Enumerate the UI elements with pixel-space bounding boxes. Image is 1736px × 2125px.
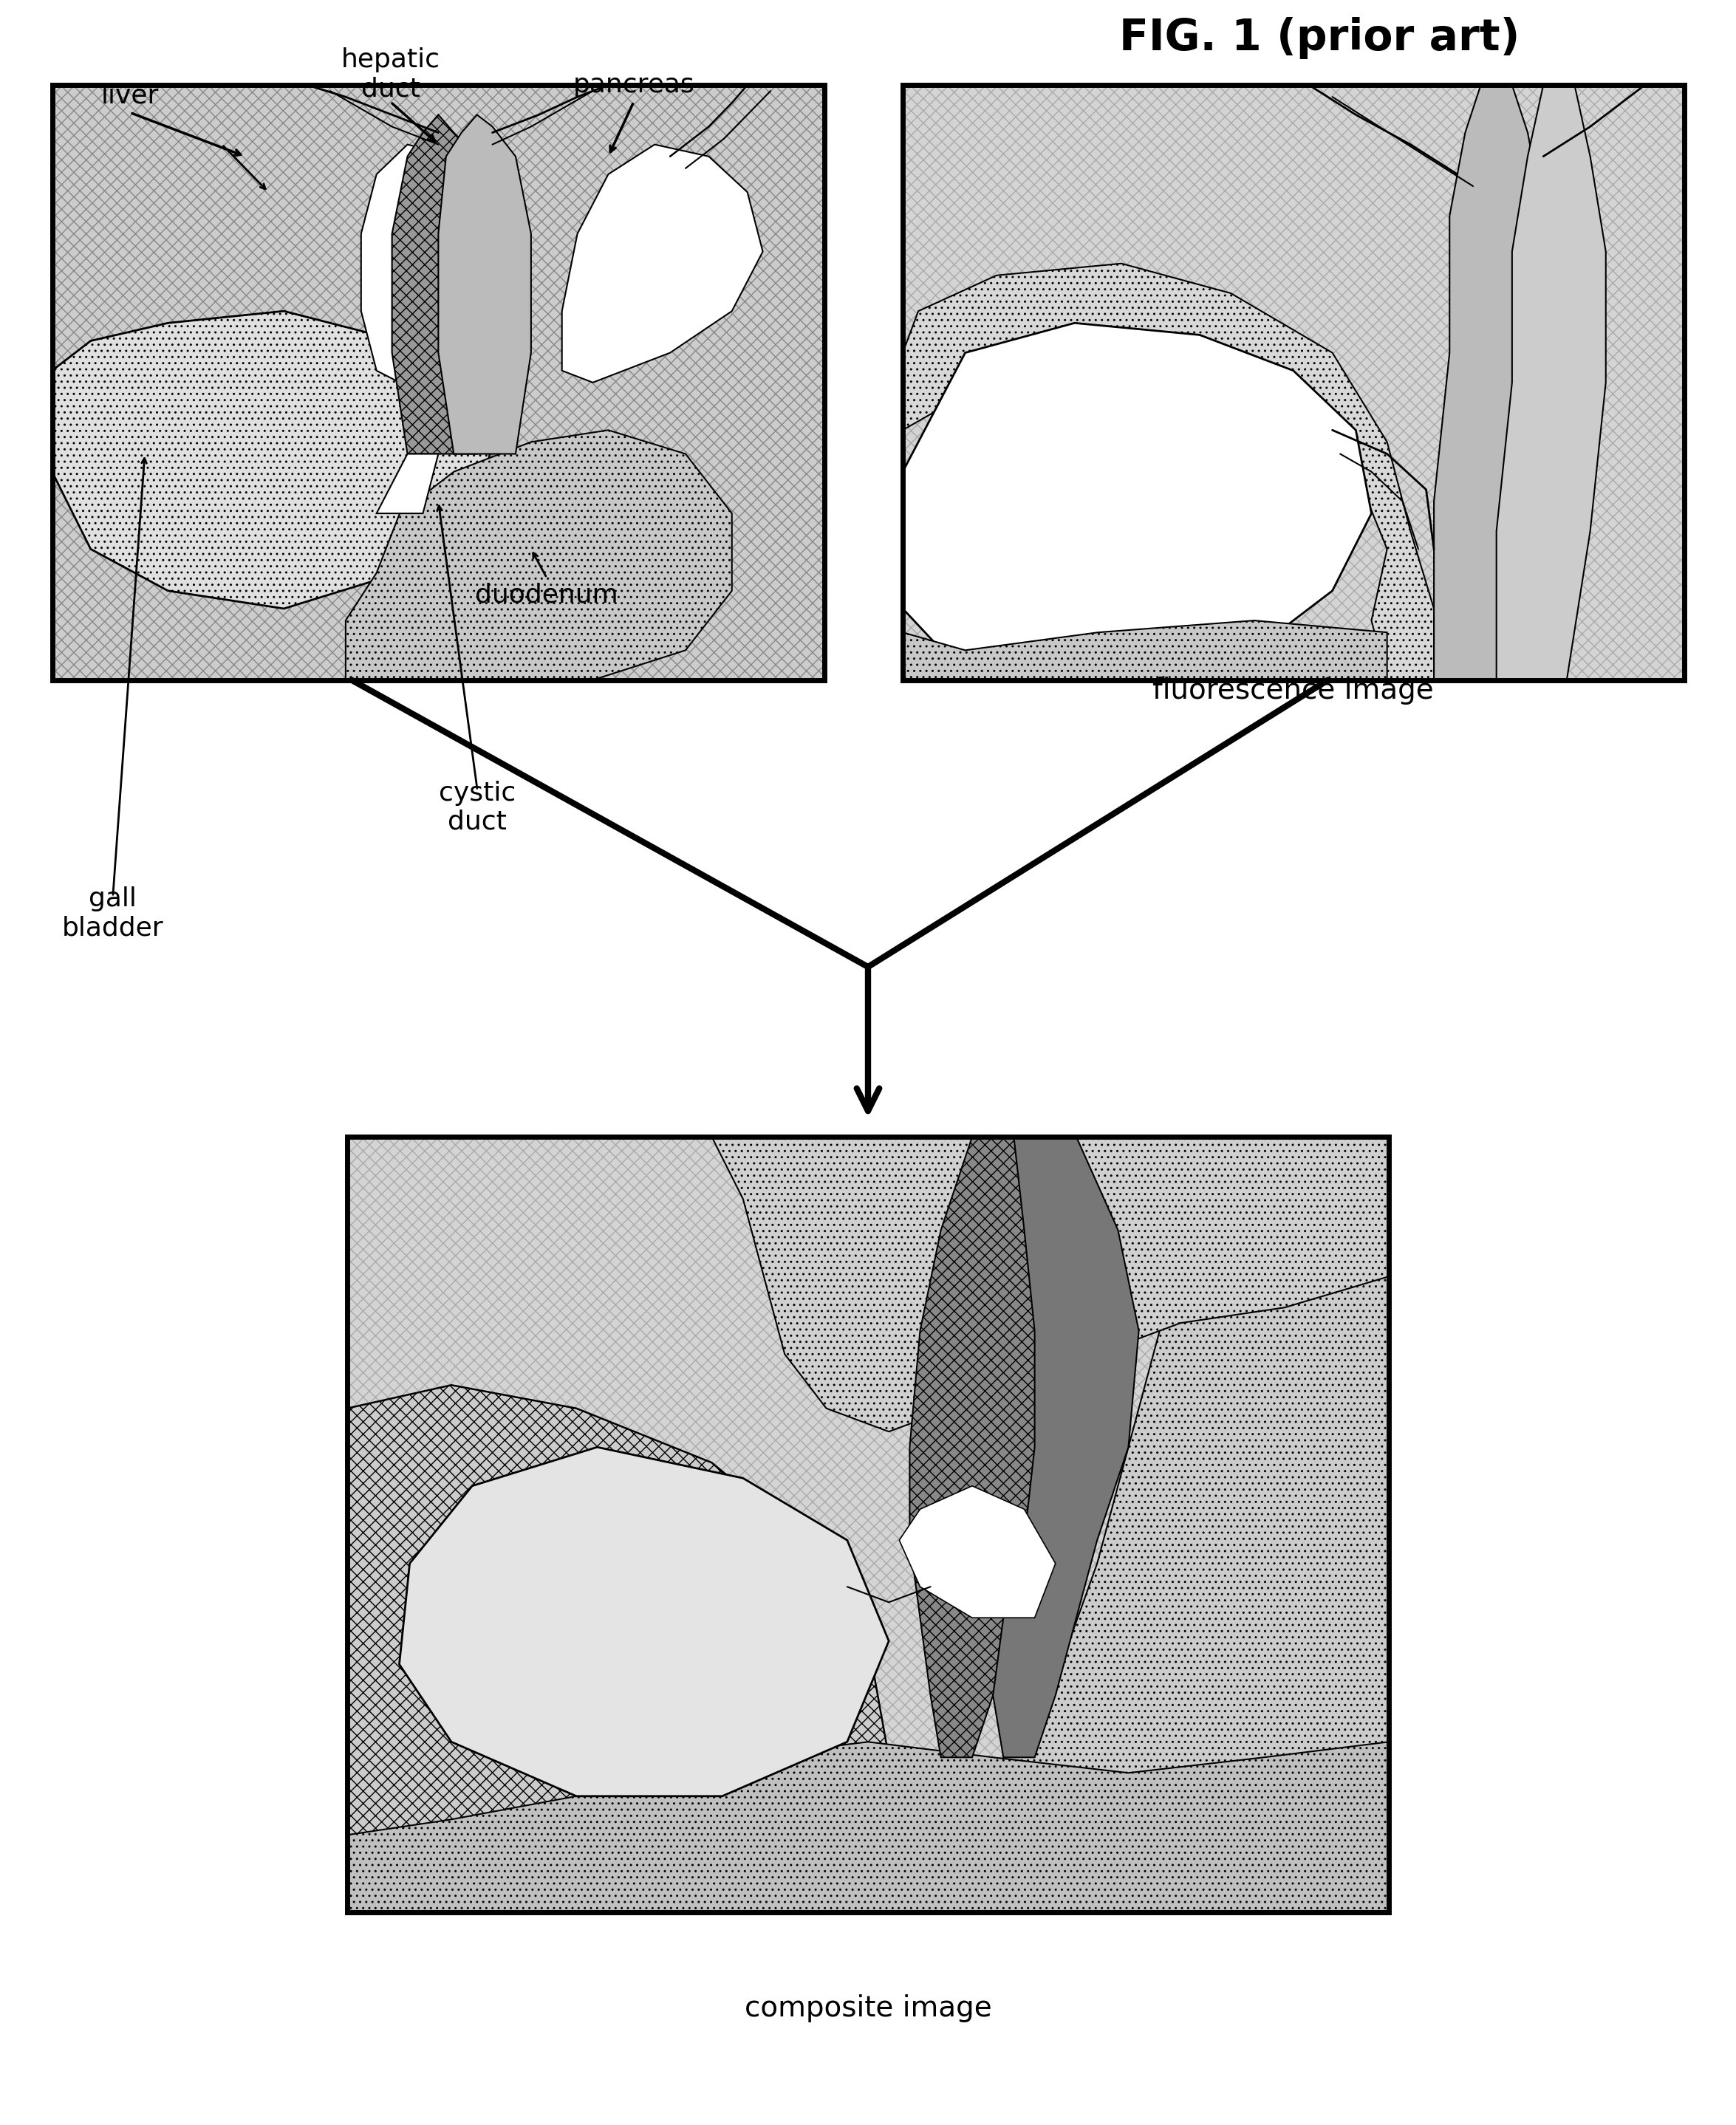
Polygon shape xyxy=(712,1137,1389,1432)
Polygon shape xyxy=(52,85,825,680)
Polygon shape xyxy=(377,455,437,514)
Bar xyxy=(347,1137,1389,1912)
Text: cystic
duct: cystic duct xyxy=(439,780,516,835)
Polygon shape xyxy=(347,1742,1389,1912)
Text: hepatic
duct: hepatic duct xyxy=(340,47,441,102)
Polygon shape xyxy=(1434,85,1543,680)
Polygon shape xyxy=(52,310,493,608)
Polygon shape xyxy=(903,620,1387,680)
Bar xyxy=(903,85,1684,680)
Polygon shape xyxy=(361,145,516,382)
Text: liver: liver xyxy=(101,83,160,108)
Text: composite image: composite image xyxy=(745,1993,991,2023)
Polygon shape xyxy=(1496,85,1606,680)
Polygon shape xyxy=(392,115,493,455)
Polygon shape xyxy=(993,1137,1139,1757)
Bar xyxy=(52,85,825,680)
Polygon shape xyxy=(920,1137,1389,1912)
Text: duodenum: duodenum xyxy=(476,582,618,608)
Polygon shape xyxy=(562,145,762,382)
Polygon shape xyxy=(903,323,1371,680)
Bar xyxy=(52,85,825,680)
Bar xyxy=(903,85,1684,680)
Bar xyxy=(347,1137,1389,1912)
Polygon shape xyxy=(899,1485,1055,1617)
Text: gall
bladder: gall bladder xyxy=(62,886,163,941)
Polygon shape xyxy=(437,115,531,455)
Polygon shape xyxy=(910,1137,1076,1757)
Polygon shape xyxy=(345,429,733,680)
Polygon shape xyxy=(399,1447,889,1796)
Text: FIG. 1 (prior art): FIG. 1 (prior art) xyxy=(1120,17,1519,60)
Text: fluorescence image: fluorescence image xyxy=(1153,676,1434,706)
Polygon shape xyxy=(347,1137,1389,1912)
Polygon shape xyxy=(347,1386,889,1912)
Text: pancreas: pancreas xyxy=(573,72,694,98)
Polygon shape xyxy=(903,264,1434,680)
Polygon shape xyxy=(903,85,1684,680)
